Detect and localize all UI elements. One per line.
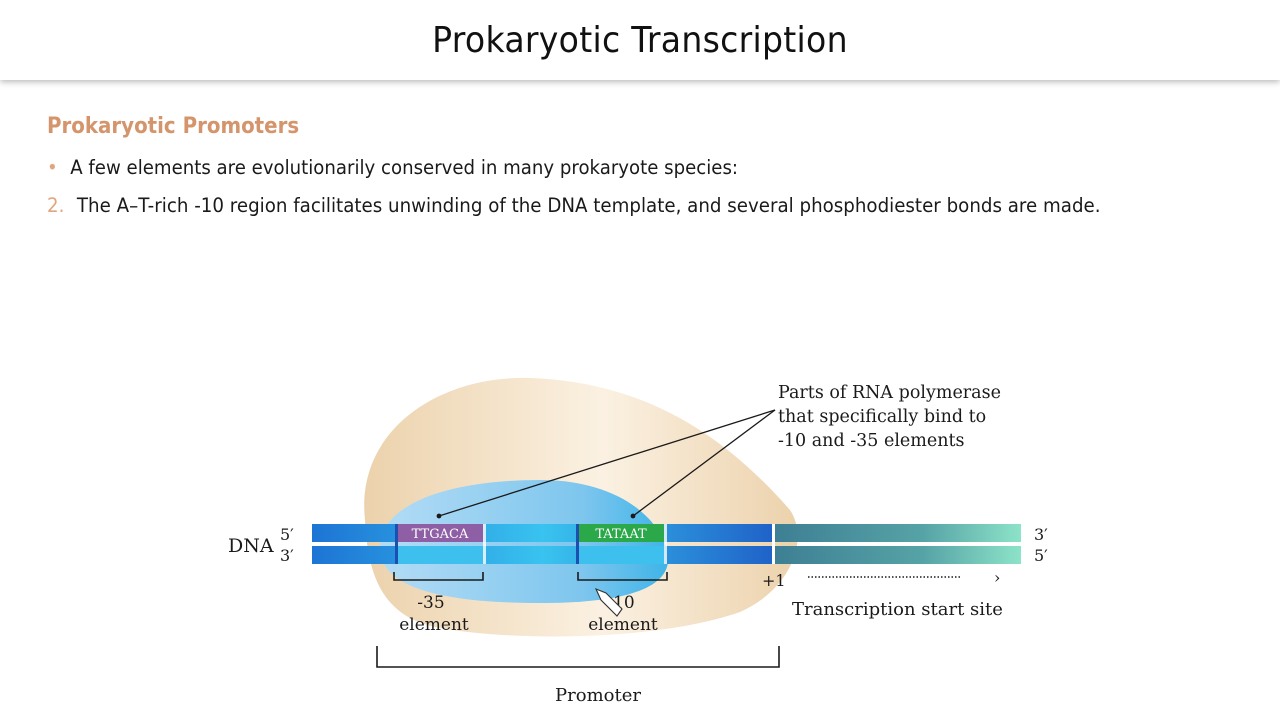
bullet-marker: • bbox=[47, 156, 58, 179]
pointer-cursor-icon bbox=[594, 587, 623, 617]
segment-divider bbox=[576, 524, 579, 564]
dna-strand-top-right bbox=[775, 524, 1021, 542]
dna-label: DNA bbox=[228, 535, 274, 557]
minus10-sequence-box bbox=[579, 524, 664, 542]
minus35-label-text: element bbox=[399, 615, 469, 635]
numbered-item: 2. The A–T-rich -10 region facilitates un… bbox=[47, 194, 1101, 217]
callout-dot bbox=[630, 513, 636, 519]
bullet-text: A few elements are evolutionarily conser… bbox=[70, 156, 739, 179]
promoter-label: Promoter bbox=[555, 685, 641, 706]
left-top-end: 5′ bbox=[280, 525, 294, 544]
callout-line-2: that specifically bind to bbox=[778, 407, 986, 427]
section-title: Prokaryotic Promoters bbox=[47, 114, 300, 139]
segment-divider bbox=[483, 524, 486, 564]
callout-dot bbox=[436, 513, 442, 519]
bullet-point: • A few elements are evolutionarily conse… bbox=[47, 156, 738, 179]
tss-label: Transcription start site bbox=[792, 599, 1003, 620]
callout-line-minus10 bbox=[632, 409, 776, 517]
dna-strand-bottom-right bbox=[775, 546, 1021, 564]
plus1-label: +1 bbox=[762, 571, 786, 590]
minus10-complement bbox=[579, 546, 664, 564]
callout-line-minus35 bbox=[438, 409, 776, 517]
promoter-bracket bbox=[376, 646, 780, 668]
item-text: The A–T-rich -10 region facilitates unwi… bbox=[76, 194, 1101, 217]
callout-line-1: Parts of RNA polymerase bbox=[778, 383, 1001, 403]
item-number: 2. bbox=[47, 194, 65, 217]
minus35-label-number: -35 bbox=[417, 593, 444, 613]
minus35-sequence: TTGACA bbox=[412, 527, 469, 542]
segment-divider bbox=[664, 524, 667, 564]
segment-divider bbox=[772, 524, 775, 564]
dna-strand-top-left bbox=[312, 524, 774, 542]
minus10-sequence: TATAAT bbox=[595, 527, 647, 542]
minus10-bracket bbox=[577, 572, 668, 581]
tss-arrow-icon: › bbox=[994, 568, 1000, 587]
right-top-end: 3′ bbox=[1034, 525, 1048, 544]
minus10-label-text: element bbox=[588, 615, 658, 635]
minus35-complement bbox=[398, 546, 483, 564]
slide-header: Prokaryotic Transcription bbox=[0, 0, 1280, 80]
callout-line-3: -10 and -35 elements bbox=[778, 431, 965, 451]
right-bottom-end: 5′ bbox=[1034, 546, 1048, 565]
dna-strand-bottom-left bbox=[312, 546, 774, 564]
minus35-sequence-box bbox=[398, 524, 483, 542]
segment-divider bbox=[395, 524, 398, 564]
slide-title: Prokaryotic Transcription bbox=[432, 19, 848, 61]
minus35-bracket bbox=[393, 572, 484, 581]
left-bottom-end: 3′ bbox=[280, 546, 294, 565]
